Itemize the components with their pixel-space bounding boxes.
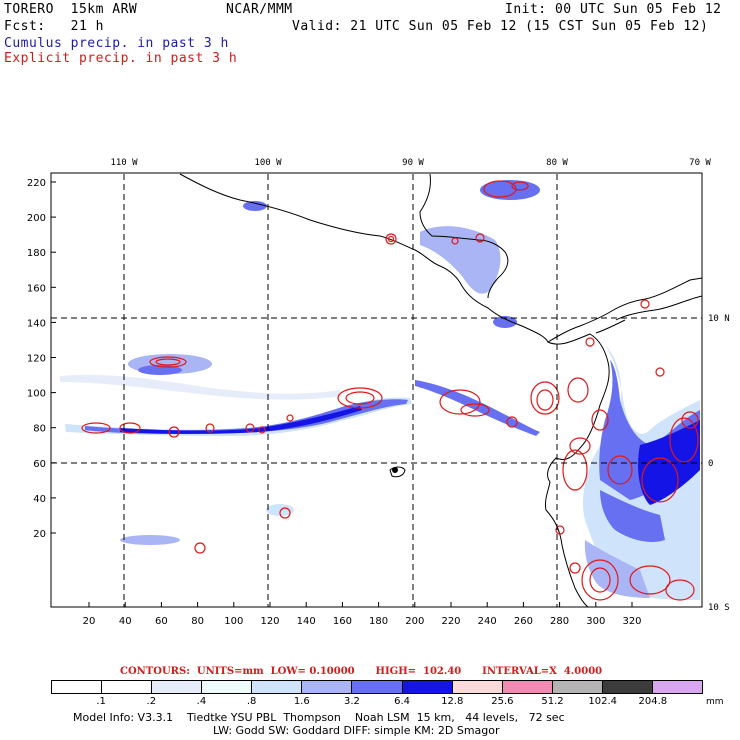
legend-swatch bbox=[202, 681, 253, 693]
legend-label: 51.2 bbox=[541, 696, 564, 707]
x-tick-label: 120 bbox=[260, 616, 279, 627]
model-title: TORERO 15km ARW bbox=[4, 2, 138, 17]
legend-label: 25.6 bbox=[491, 696, 514, 707]
legend-label: 12.8 bbox=[441, 696, 464, 707]
lon-label: 90 W bbox=[402, 158, 424, 168]
y-tick-label: 220 bbox=[27, 178, 46, 189]
model-info-line2: LW: Godd SW: Goddard DIFF: simple KM: 2D… bbox=[213, 724, 500, 737]
legend-swatch bbox=[52, 681, 103, 693]
y-tick-label: 200 bbox=[27, 213, 46, 224]
x-tick-label: 160 bbox=[333, 616, 352, 627]
y-tick-label: 120 bbox=[27, 354, 46, 365]
x-tick-label: 20 bbox=[83, 616, 96, 627]
lon-label: 80 W bbox=[546, 158, 568, 168]
legend-label: .4 bbox=[196, 696, 207, 707]
precip-map: 110 W 100 W 90 W 80 W 70 W 10 N 0 10 S 2… bbox=[27, 158, 730, 627]
coastlines bbox=[179, 173, 703, 608]
model-info-line1: Model Info: V3.3.1 Tiedtke YSU PBL Thomp… bbox=[73, 711, 565, 724]
legend-swatch bbox=[102, 681, 153, 693]
x-tick-label: 280 bbox=[550, 616, 569, 627]
center-name: NCAR/MMM bbox=[226, 2, 293, 17]
y-tick-label: 40 bbox=[33, 494, 46, 505]
legend-label: 6.4 bbox=[394, 696, 411, 707]
x-tick-label: 220 bbox=[441, 616, 460, 627]
y-tick-label: 100 bbox=[27, 389, 46, 400]
legend-label: .1 bbox=[96, 696, 106, 707]
y-tick-label: 140 bbox=[27, 318, 46, 329]
x-tick-label: 140 bbox=[297, 616, 316, 627]
legend-label: 1.6 bbox=[293, 696, 310, 707]
y-tick-label: 20 bbox=[33, 529, 46, 540]
legend-swatch bbox=[602, 681, 653, 693]
x-tick-label: 180 bbox=[369, 616, 388, 627]
legend-swatch bbox=[252, 681, 303, 693]
valid-time: Valid: 21 UTC Sun 05 Feb 12 (15 CST Sun … bbox=[292, 19, 709, 34]
y-tick-label: 180 bbox=[27, 248, 46, 259]
axis-ticks bbox=[51, 181, 633, 607]
y-tick-label: 60 bbox=[33, 459, 46, 470]
legend-labels: .1 .2 .4 .8 1.6 3.2 6.4 12.8 25.6 51.2 102.4 204.8 bbox=[51, 696, 703, 708]
init-time: Init: 00 UTC Sun 05 Feb 12 bbox=[505, 2, 722, 17]
explicit-contours bbox=[81, 180, 699, 601]
contours-info: CONTOURS: UNITS=mm LOW= 0.10000 HIGH= 10… bbox=[120, 666, 603, 677]
x-tick-label: 100 bbox=[224, 616, 243, 627]
legend-label: 3.2 bbox=[343, 696, 360, 707]
top-lon-labels: 110 W 100 W 90 W 80 W 70 W bbox=[110, 158, 711, 168]
right-lat-labels: 10 N 0 10 S bbox=[708, 314, 730, 613]
legend-swatch bbox=[302, 681, 353, 693]
lon-label: 110 W bbox=[110, 158, 138, 168]
legend-swatch bbox=[502, 681, 553, 693]
y-tick-label: 80 bbox=[33, 424, 46, 435]
left-axis-labels: 220 200 180 160 140 120 100 80 60 40 20 bbox=[27, 178, 46, 540]
color-legend bbox=[51, 680, 703, 694]
lon-label: 70 W bbox=[689, 158, 711, 168]
x-tick-label: 240 bbox=[478, 616, 497, 627]
x-tick-label: 60 bbox=[155, 616, 168, 627]
x-tick-label: 40 bbox=[119, 616, 132, 627]
lat-label: 10 S bbox=[708, 603, 730, 613]
legend-swatch bbox=[452, 681, 503, 693]
legend-label: 204.8 bbox=[638, 696, 668, 707]
legend-swatch bbox=[402, 681, 453, 693]
x-tick-label: 300 bbox=[586, 616, 605, 627]
galapagos-marker bbox=[392, 467, 398, 473]
x-tick-label: 200 bbox=[405, 616, 424, 627]
lat-label: 0 bbox=[708, 459, 713, 469]
legend-label: .2 bbox=[146, 696, 157, 707]
bottom-axis-labels: 20 40 60 80 100 120 140 160 180 200 220 240 260 280 30… bbox=[83, 616, 642, 627]
legend-swatch bbox=[552, 681, 603, 693]
legend-swatch bbox=[652, 681, 703, 693]
forecast-hour: Fcst: 21 h bbox=[4, 19, 104, 34]
legend-label: .8 bbox=[246, 696, 257, 707]
graticule bbox=[51, 174, 702, 607]
x-tick-label: 260 bbox=[514, 616, 533, 627]
legend-swatch bbox=[352, 681, 403, 693]
x-tick-label: 80 bbox=[191, 616, 204, 627]
legend-swatch bbox=[152, 681, 203, 693]
y-tick-label: 160 bbox=[27, 283, 46, 294]
cumulus-label: Cumulus precip. in past 3 h bbox=[4, 36, 229, 51]
lon-label: 100 W bbox=[254, 158, 282, 168]
legend-label: 102.4 bbox=[588, 696, 618, 707]
x-tick-label: 320 bbox=[622, 616, 641, 627]
cumulus-precip-areas bbox=[60, 180, 700, 600]
explicit-label: Explicit precip. in past 3 h bbox=[4, 51, 238, 66]
lat-label: 10 N bbox=[708, 314, 730, 324]
legend-unit: mm bbox=[706, 697, 724, 707]
